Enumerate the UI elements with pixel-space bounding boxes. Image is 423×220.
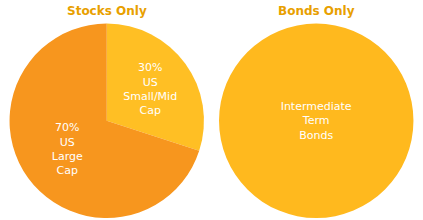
- svg-text:70%USLargeCap: 70%USLargeCap: [52, 121, 83, 177]
- svg-text:Stocks Only: Stocks Only: [67, 4, 147, 18]
- svg-text:30%USSmall/MidCap: 30%USSmall/MidCap: [123, 61, 177, 117]
- svg-text:IntermediateTermBonds: IntermediateTermBonds: [281, 100, 352, 142]
- svg-text:Bonds Only: Bonds Only: [278, 4, 355, 18]
